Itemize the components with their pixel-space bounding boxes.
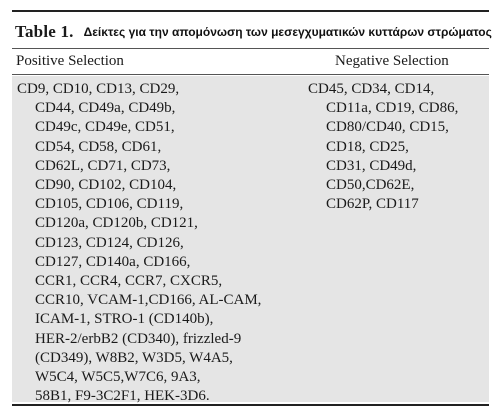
list-item: CCR1, CCR4, CCR7, CXCR5, xyxy=(35,273,223,290)
list-item: CD45, CD34, CD14, xyxy=(308,81,435,97)
table-caption: Δείκτες για την απομόνωση των μεσεγχυματ… xyxy=(83,25,492,39)
list-item: (CD349), W8B2, W3D5, W4A5, xyxy=(35,349,233,366)
positive-selection-header: Positive Selection xyxy=(16,53,124,69)
table-body-background xyxy=(12,76,489,402)
list-item: CD50,CD62E, xyxy=(326,177,415,194)
negative-selection-header: Negative Selection xyxy=(335,53,449,69)
list-item: CD31, CD49d, xyxy=(326,157,417,174)
list-item: ICAM-1, STRO-1 (CD140b), xyxy=(35,311,214,328)
list-item: CD123, CD124, CD126, xyxy=(35,234,184,251)
negative-selection-list: CD45, CD34, CD14, CD11a, CD19, CD86, CD8… xyxy=(308,80,458,214)
list-item: CCR10, VCAM-1,CD166, AL-CAM, xyxy=(35,292,262,309)
list-item: CD120a, CD120b, CD121, xyxy=(35,215,198,232)
list-item: CD80/CD40, CD15, xyxy=(326,119,449,136)
list-item: CD18, CD25, xyxy=(326,138,409,155)
table-frame: Table 1. Δείκτες για την απομόνωση των μ… xyxy=(12,6,492,408)
title-rule xyxy=(12,48,489,49)
positive-selection-list: CD9, CD10, CD13, CD29, CD44, CD49a, CD49… xyxy=(17,80,261,406)
list-item: W5C4, W5C5,W7C6, 9A3, xyxy=(35,369,201,386)
header-rule xyxy=(12,74,489,75)
table-label: Table 1. xyxy=(15,22,74,41)
list-item: CD105, CD106, CD119, xyxy=(35,196,184,213)
list-item: CD62P, CD117 xyxy=(326,196,419,213)
list-item: CD62L, CD71, CD73, xyxy=(35,157,171,174)
top-rule xyxy=(12,10,489,12)
list-item: CD9, CD10, CD13, CD29, xyxy=(17,81,180,97)
list-item: 58B1, F9-3C2F1, HEK-3D6. xyxy=(35,388,210,405)
list-item: CD54, CD58, CD61, xyxy=(35,138,162,155)
list-item: CD127, CD140a, CD166, xyxy=(35,253,191,270)
list-item: CD11a, CD19, CD86, xyxy=(326,100,459,117)
bottom-rule xyxy=(12,404,489,406)
table-title-row: Table 1. Δείκτες για την απομόνωση των μ… xyxy=(15,18,492,46)
list-item: HER-2/erbB2 (CD340), frizzled-9 xyxy=(35,330,242,347)
list-item: CD90, CD102, CD104, xyxy=(35,177,177,194)
list-item: CD49c, CD49e, CD51, xyxy=(35,119,175,136)
list-item: CD44, CD49a, CD49b, xyxy=(35,100,176,117)
